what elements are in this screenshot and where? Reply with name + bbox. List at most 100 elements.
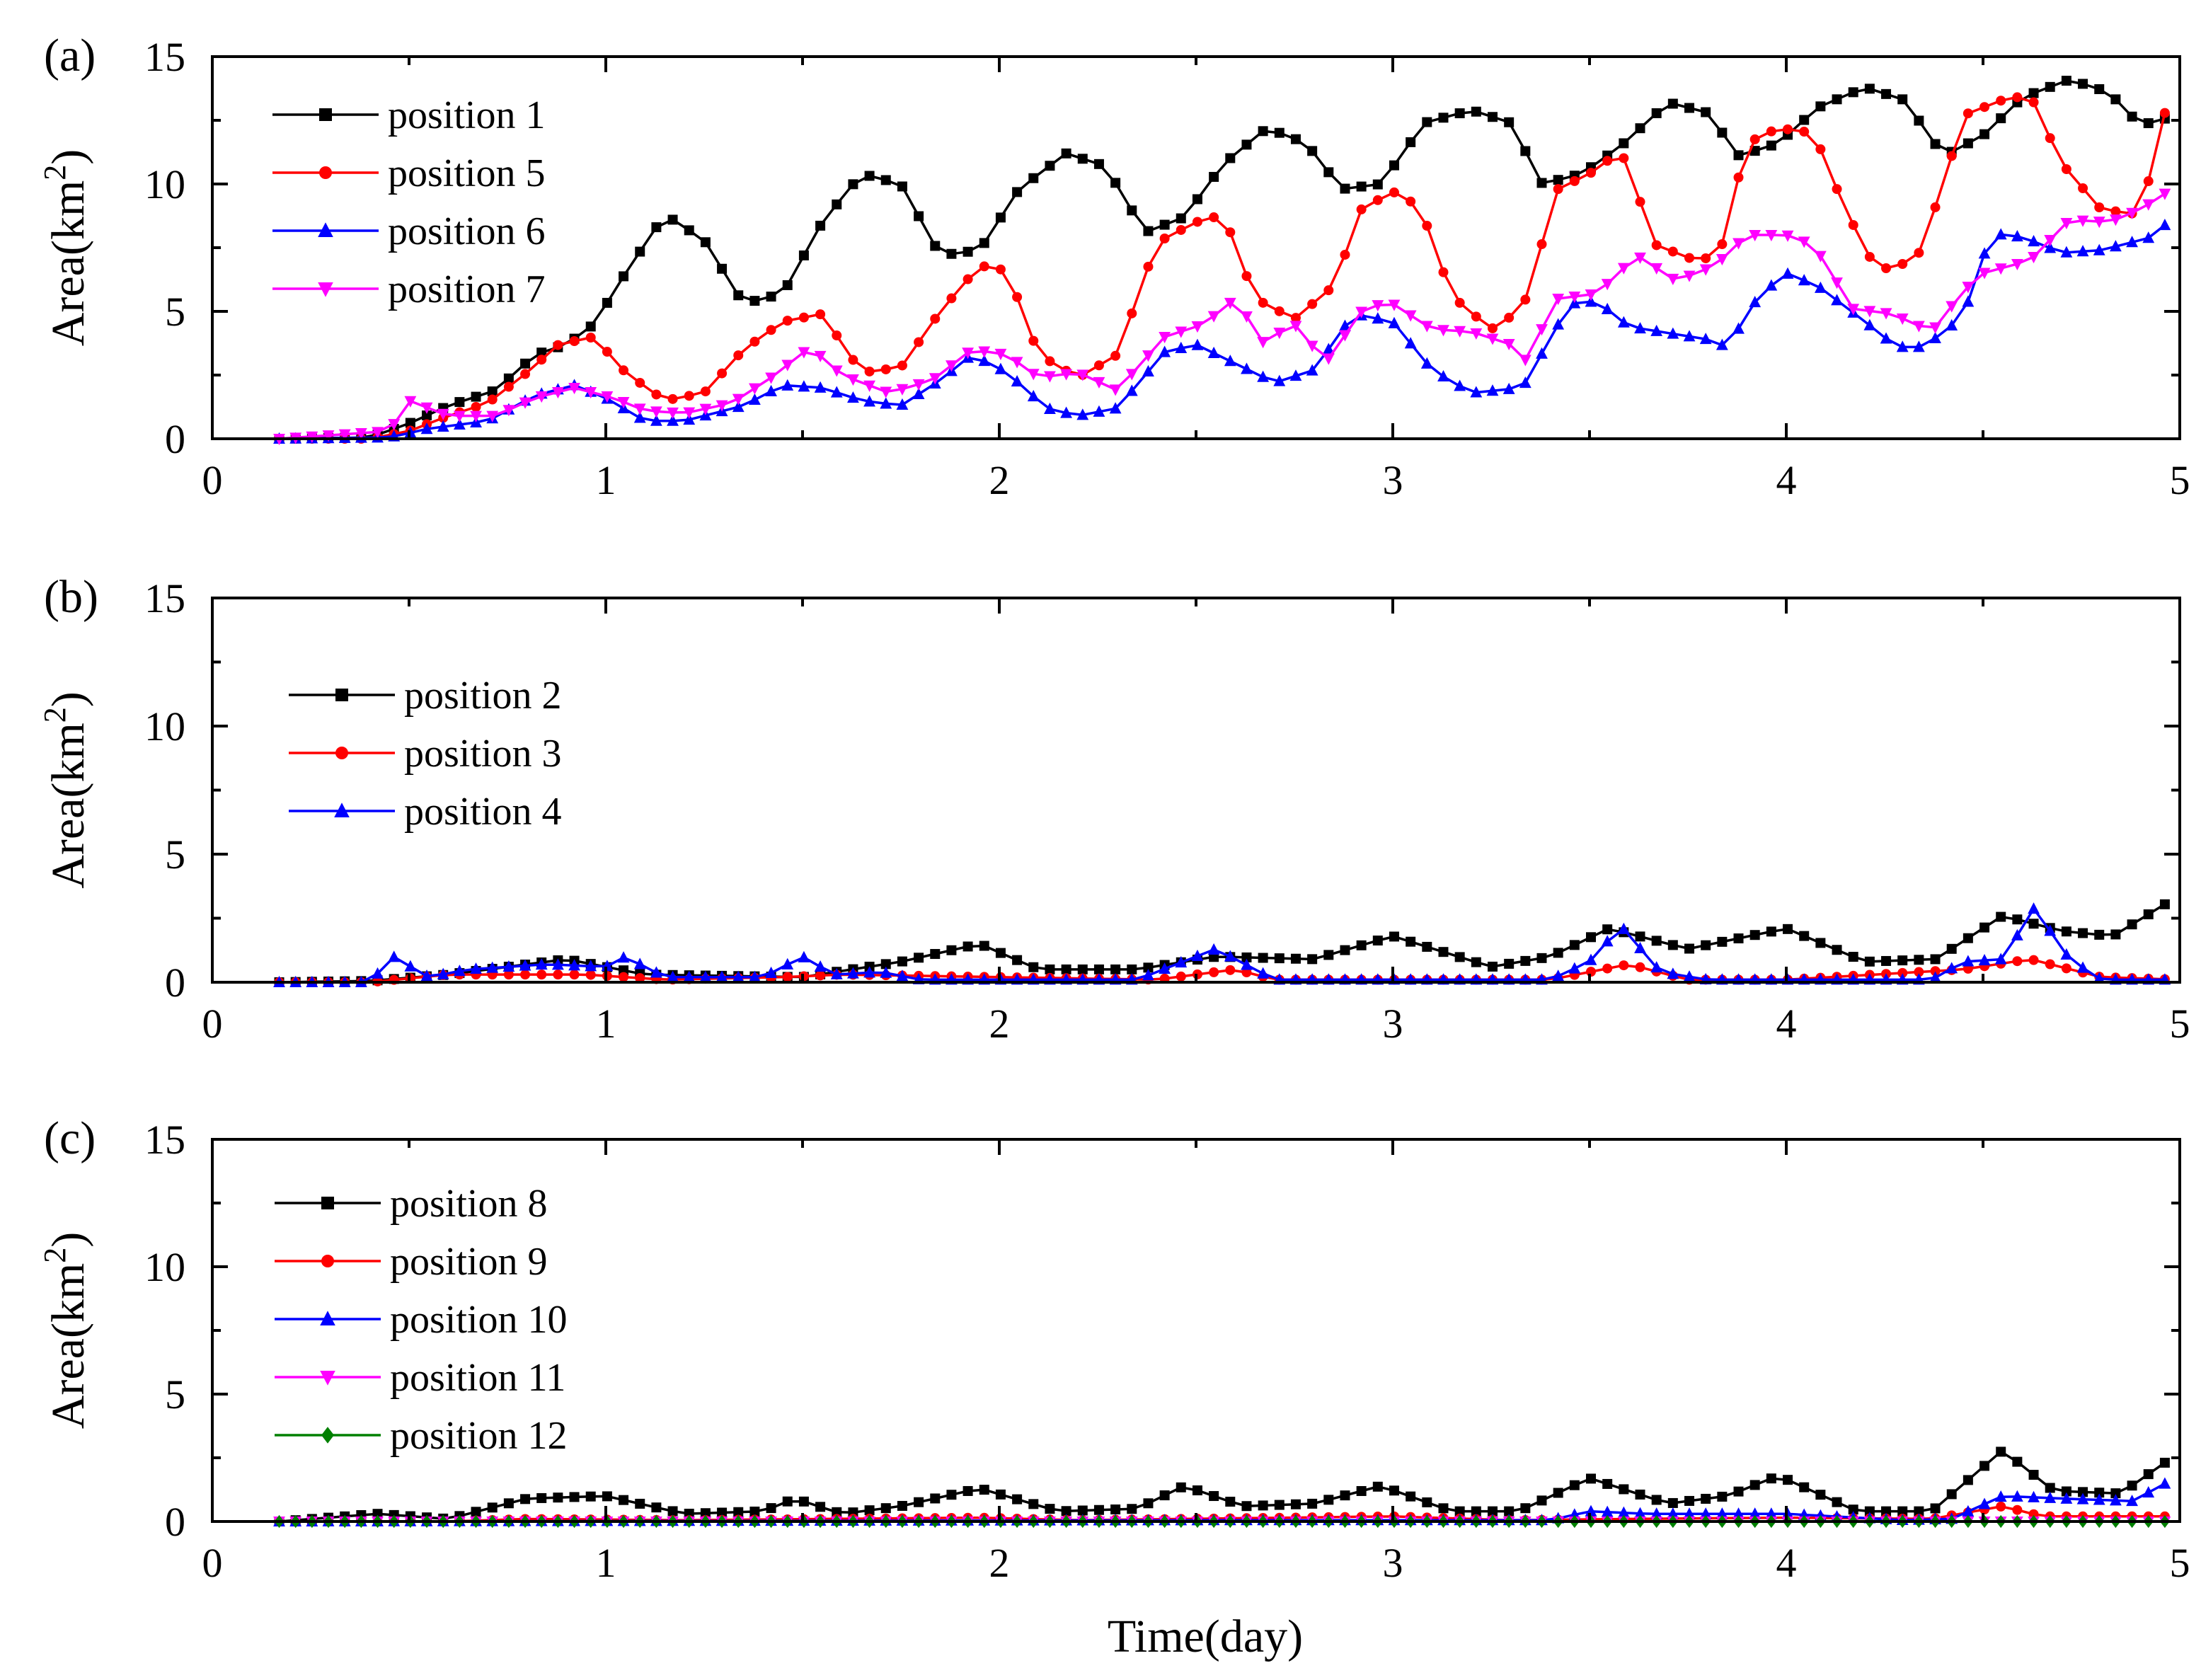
data-point bbox=[1897, 94, 1908, 105]
data-point bbox=[471, 1507, 481, 1517]
data-point bbox=[585, 332, 596, 343]
data-point bbox=[2078, 183, 2088, 193]
data-point bbox=[962, 347, 974, 359]
data-point bbox=[1617, 1506, 1630, 1518]
data-point bbox=[1732, 238, 1745, 250]
data-point bbox=[1044, 371, 1056, 383]
legend-label: position 7 bbox=[388, 267, 545, 311]
data-point bbox=[1502, 382, 1515, 394]
data-point bbox=[503, 373, 514, 384]
data-point bbox=[1306, 340, 1318, 352]
data-point bbox=[1207, 943, 1220, 955]
data-point bbox=[651, 389, 662, 400]
data-point bbox=[536, 355, 547, 365]
data-point bbox=[1766, 926, 1776, 937]
data-point bbox=[2011, 258, 2023, 271]
data-point bbox=[1848, 87, 1858, 98]
data-point bbox=[486, 961, 499, 973]
data-point bbox=[1880, 332, 1892, 344]
data-point bbox=[1701, 107, 1711, 117]
data-point bbox=[1766, 140, 1776, 151]
data-point bbox=[1028, 335, 1039, 346]
data-point bbox=[2093, 243, 2105, 255]
data-point bbox=[1864, 956, 1875, 967]
data-point bbox=[502, 960, 515, 972]
y-axis-label-text: Area(km bbox=[42, 180, 94, 347]
data-point bbox=[1060, 406, 1073, 418]
data-point bbox=[700, 237, 711, 248]
data-point bbox=[1552, 293, 1565, 306]
data-point bbox=[1241, 311, 1253, 323]
x-tick-label: 0 bbox=[202, 1001, 223, 1047]
data-point bbox=[1996, 113, 2006, 124]
data-point bbox=[2094, 929, 2105, 940]
data-point bbox=[2143, 909, 2154, 920]
data-point bbox=[995, 1489, 1006, 1500]
data-point bbox=[1601, 279, 1614, 291]
legend-label: position 4 bbox=[404, 790, 561, 834]
data-point bbox=[700, 1508, 711, 1519]
data-point bbox=[815, 309, 826, 320]
data-point bbox=[1781, 1507, 1794, 1519]
data-point bbox=[1930, 1503, 1941, 1514]
data-point bbox=[1634, 252, 1646, 264]
data-point bbox=[1241, 271, 1252, 282]
data-point bbox=[1996, 1446, 2006, 1457]
x-tick-label: 5 bbox=[2170, 457, 2190, 503]
data-point bbox=[1372, 1481, 1383, 1492]
data-point bbox=[1290, 313, 1301, 323]
data-point bbox=[633, 411, 646, 423]
data-point bbox=[1914, 1506, 1924, 1517]
data-point bbox=[1684, 103, 1695, 113]
data-point bbox=[1289, 369, 1302, 381]
data-point bbox=[585, 387, 597, 399]
data-point bbox=[1568, 291, 1581, 304]
data-point bbox=[1143, 1498, 1154, 1509]
data-point bbox=[1307, 299, 1318, 309]
data-point bbox=[1930, 139, 1941, 149]
data-point bbox=[1912, 340, 1925, 352]
data-point bbox=[749, 383, 761, 395]
data-point bbox=[601, 391, 614, 403]
legend-marker bbox=[334, 802, 350, 817]
legend-label: position 3 bbox=[404, 732, 561, 776]
data-point bbox=[1929, 322, 1941, 334]
data-point bbox=[503, 970, 514, 980]
data-point bbox=[1684, 253, 1695, 263]
data-point bbox=[1487, 961, 1498, 972]
data-point bbox=[1552, 318, 1565, 330]
data-point bbox=[1127, 1504, 1137, 1514]
data-point bbox=[1142, 969, 1154, 981]
data-point bbox=[930, 241, 941, 251]
data-point bbox=[519, 959, 531, 971]
data-point bbox=[962, 941, 973, 952]
legend-marker bbox=[319, 108, 332, 121]
data-point bbox=[1569, 1480, 1580, 1490]
data-point bbox=[1487, 323, 1498, 333]
data-point bbox=[1651, 108, 1662, 118]
data-point bbox=[650, 406, 662, 418]
data-point bbox=[1241, 958, 1253, 970]
data-point bbox=[503, 381, 514, 392]
data-point bbox=[864, 1505, 875, 1516]
panel-label: (b) bbox=[44, 571, 98, 623]
data-point bbox=[520, 369, 531, 379]
data-point bbox=[585, 960, 597, 972]
y-axis-label-superscript: 2 bbox=[38, 1248, 72, 1263]
data-point bbox=[553, 340, 563, 350]
data-point bbox=[1814, 251, 1827, 263]
data-point bbox=[1191, 338, 1204, 350]
data-point bbox=[1880, 308, 1892, 320]
data-point bbox=[1241, 139, 1252, 150]
data-point bbox=[437, 408, 449, 420]
x-tick-label: 1 bbox=[596, 1001, 616, 1047]
legend-label: position 5 bbox=[388, 151, 545, 195]
data-point bbox=[470, 962, 482, 974]
data-point bbox=[683, 970, 696, 982]
data-point bbox=[635, 973, 645, 984]
data-point bbox=[863, 395, 875, 407]
data-point bbox=[1994, 228, 2007, 240]
data-point bbox=[1848, 952, 1858, 962]
data-point bbox=[1372, 195, 1383, 205]
